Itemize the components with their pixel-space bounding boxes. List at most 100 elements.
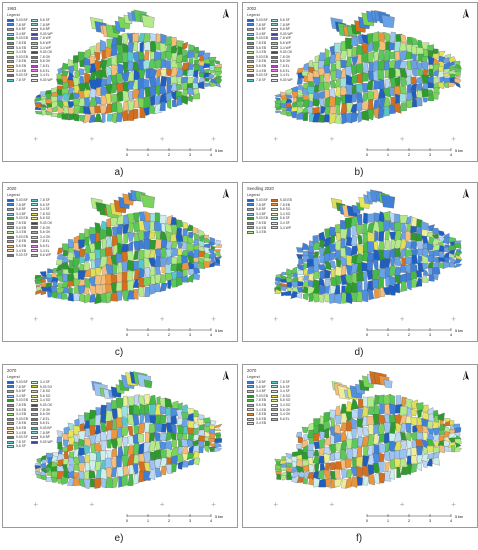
forest-stand bbox=[127, 232, 135, 242]
forest-stand bbox=[421, 263, 428, 270]
forest-stand bbox=[399, 102, 407, 112]
forest-stand bbox=[367, 231, 375, 243]
legend-label: 5-6 BP bbox=[39, 435, 51, 440]
forest-stand bbox=[84, 253, 91, 262]
legend-item: 9-03 EB bbox=[7, 36, 28, 41]
legend-item: 7-8 EL bbox=[270, 64, 293, 69]
legend-item: 5-6 EB bbox=[7, 226, 28, 231]
forest-stand bbox=[280, 103, 288, 109]
legend-swatch bbox=[7, 212, 14, 216]
forest-stand bbox=[285, 98, 292, 104]
legend-label: 7-8 SF bbox=[279, 380, 290, 385]
map-legend: Legend 9-03 BF 7-8 BF 5-6 BF 3-4 BF 9-03 EB 7-… bbox=[247, 193, 292, 235]
forest-stand bbox=[149, 239, 156, 250]
forest-stand bbox=[126, 109, 135, 121]
forest-stand bbox=[415, 62, 424, 70]
legend-item: 7-8 BF bbox=[247, 380, 268, 385]
legend-label: 7-8 SF bbox=[256, 77, 266, 82]
legend-item: 3-4 EB bbox=[7, 249, 28, 254]
legend-item: 9-03 SF bbox=[247, 73, 268, 78]
forest-stand bbox=[275, 110, 282, 114]
legend-item: 5-6 EB bbox=[7, 46, 28, 51]
forest-stand bbox=[405, 51, 413, 60]
legend-label: 7-8 EB bbox=[256, 412, 267, 417]
forest-stand bbox=[210, 420, 217, 425]
forest-stand bbox=[193, 427, 199, 435]
legend-label: 7-8 OK bbox=[39, 225, 51, 230]
legend-item: 9-03 BF bbox=[247, 18, 268, 23]
legend-item: 5-6 BF bbox=[7, 389, 28, 394]
forest-stand bbox=[88, 276, 96, 287]
grid-cross-icon bbox=[400, 502, 405, 507]
forest-stand bbox=[438, 445, 445, 454]
legend-label: 7-8 EB bbox=[256, 221, 267, 226]
legend-item: 3-4 SF bbox=[30, 207, 52, 212]
legend-label: 5-6 EB bbox=[256, 45, 267, 50]
forest-stand bbox=[132, 61, 140, 72]
forest-stand bbox=[362, 82, 369, 93]
legend-label: 5-6 EB bbox=[256, 403, 267, 408]
forest-stand bbox=[68, 456, 74, 467]
forest-stand bbox=[208, 241, 215, 247]
forest-stand bbox=[454, 427, 462, 434]
legend-label: 5-6 BF bbox=[256, 27, 266, 32]
forest-stand bbox=[410, 225, 418, 234]
forest-stand bbox=[415, 439, 424, 448]
forest-stand bbox=[366, 269, 373, 280]
forest-stand bbox=[128, 241, 134, 251]
map-panel-b: 2002 Legend 9-03 BF 7-8 BF 5-6 BF 3-4 BF 9-03 … bbox=[242, 2, 478, 162]
forest-stand bbox=[105, 476, 114, 488]
forest-stand bbox=[368, 473, 376, 486]
scale-tick-label: 2 bbox=[408, 519, 410, 523]
forest-stand bbox=[319, 415, 325, 425]
legend-label: 9-03 EB bbox=[16, 36, 28, 41]
legend-item: 7-8 SO bbox=[270, 394, 290, 399]
forest-stand bbox=[137, 433, 144, 443]
forest-stand bbox=[448, 249, 456, 255]
legend-item: 5-6 OK bbox=[270, 408, 290, 413]
legend-swatch bbox=[247, 208, 254, 212]
legend-item: 5-6 OK bbox=[30, 412, 53, 417]
legend-item: 5-6 EL bbox=[270, 69, 293, 74]
scale-tick-label: 3 bbox=[429, 333, 431, 337]
forest-stand bbox=[296, 444, 304, 450]
legend-item: 3-4 SF bbox=[270, 221, 292, 226]
forest-stand bbox=[356, 91, 364, 104]
legend-label: 9-03 EB bbox=[279, 198, 292, 203]
legend-label: 7-8 EL bbox=[279, 64, 290, 69]
legend-label: 9-03 EB bbox=[16, 398, 28, 403]
forest-stand bbox=[149, 432, 155, 443]
forest-stand bbox=[62, 458, 69, 467]
forest-stand bbox=[188, 58, 194, 65]
forest-stand bbox=[149, 33, 157, 42]
forest-stand bbox=[307, 449, 315, 459]
forest-stand bbox=[389, 31, 396, 43]
legend-label: 9-03 EB bbox=[256, 216, 268, 221]
forest-stand bbox=[411, 463, 418, 473]
forest-stand bbox=[110, 291, 119, 302]
forest-stand bbox=[214, 239, 221, 246]
forest-stand bbox=[198, 72, 205, 78]
forest-stand bbox=[363, 212, 369, 225]
forest-map bbox=[273, 10, 462, 141]
scale-tick-label: 4 bbox=[450, 153, 452, 157]
forest-stand bbox=[193, 233, 200, 241]
forest-stand bbox=[324, 269, 332, 279]
forest-stand bbox=[407, 83, 412, 93]
legend-label: 5-6 EL bbox=[39, 68, 50, 73]
legend-label: 7-8 SO bbox=[39, 389, 51, 394]
forest-stand bbox=[356, 272, 364, 282]
panel-caption: d) bbox=[354, 347, 364, 358]
legend-item: 5-6 BP bbox=[270, 27, 293, 32]
forest-stand bbox=[143, 50, 150, 61]
forest-stand bbox=[350, 245, 359, 256]
forest-stand bbox=[171, 52, 178, 62]
legend-label: 5-6 SF bbox=[39, 202, 50, 207]
legend-label: 3-4 SO bbox=[279, 211, 291, 216]
forest-stand bbox=[100, 404, 107, 415]
legend-swatch bbox=[7, 417, 14, 421]
forest-stand bbox=[165, 463, 174, 474]
forest-stand bbox=[181, 439, 188, 449]
legend-label: 3-4 SF bbox=[39, 207, 50, 212]
forest-stand bbox=[105, 264, 114, 276]
